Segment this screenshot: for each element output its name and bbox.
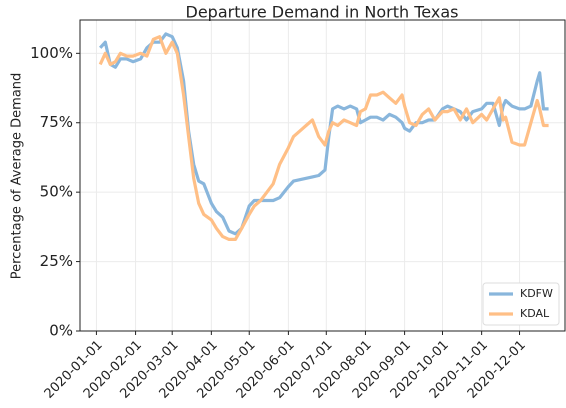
y-tick-label: 100% <box>30 44 73 62</box>
line-series <box>98 35 549 241</box>
y-axis-label: Percentage of Average Demand <box>10 73 25 280</box>
legend-label: KDAL <box>520 307 550 320</box>
plot-frame <box>79 19 566 332</box>
y-tick-label: 75% <box>40 113 73 131</box>
chart-title: Departure Demand in North Texas <box>186 3 459 22</box>
y-tick-label: 50% <box>40 183 73 201</box>
legend-label: KDFW <box>520 287 553 300</box>
y-tick-label: 25% <box>40 252 73 270</box>
line-series <box>99 32 549 236</box>
y-tick-label: 0% <box>49 322 73 340</box>
